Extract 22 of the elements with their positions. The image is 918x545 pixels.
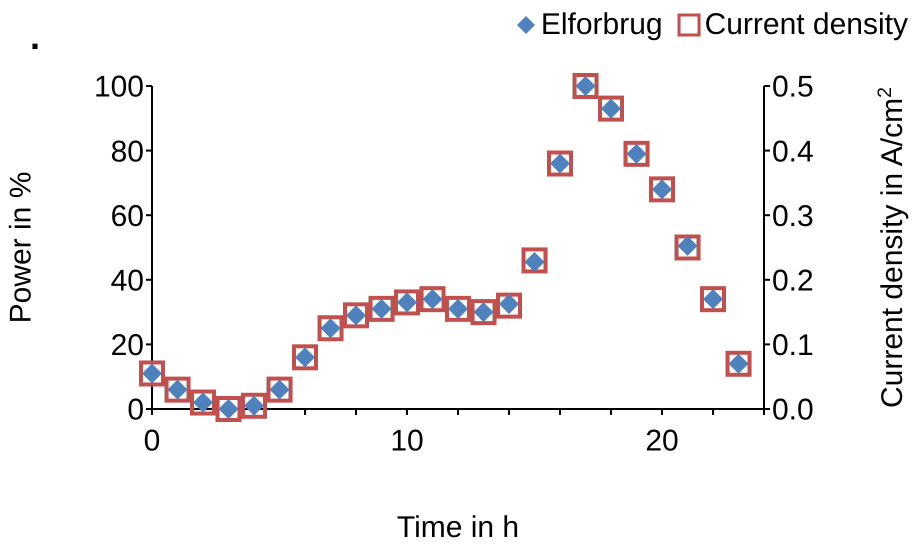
text: . <box>30 16 40 58</box>
y2-tick-label: 0.0 <box>772 394 814 427</box>
y-tick-label: 80 <box>110 135 144 168</box>
y-tick-label: 60 <box>110 200 144 233</box>
legend-label: Current density <box>704 8 908 42</box>
y-tick-label: 40 <box>110 264 144 298</box>
y2-tick-label: 0.3 <box>772 200 814 233</box>
y2-tick-label: 0.1 <box>772 329 814 362</box>
y-tick-label: 20 <box>110 329 144 362</box>
y-tick-label: 100 <box>94 70 144 104</box>
y-axis-title: Power in % <box>4 172 38 324</box>
y2-tick-label: 0.5 <box>772 70 814 104</box>
x-tick-label: 20 <box>645 424 679 458</box>
point <box>674 234 700 260</box>
x-axis-title: Time in h <box>396 511 520 544</box>
y2-tick-label: 0.4 <box>772 135 814 168</box>
point <box>496 292 522 319</box>
legend-label: Elforbrug <box>540 8 663 42</box>
x-tick-label: 10 <box>390 424 424 458</box>
y2-tick-label: 0.2 <box>772 264 814 298</box>
point <box>522 247 548 274</box>
y-tick-label: 0 <box>127 394 144 427</box>
